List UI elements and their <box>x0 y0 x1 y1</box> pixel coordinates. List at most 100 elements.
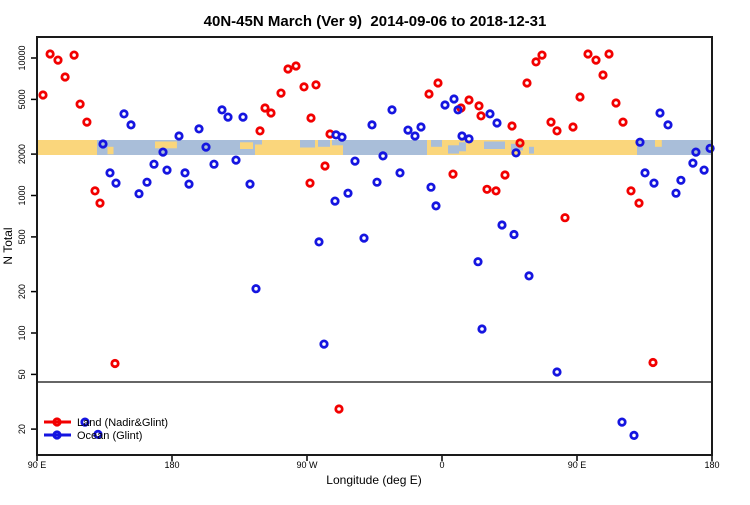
ocean-point <box>209 159 219 169</box>
ocean-point <box>640 168 650 178</box>
x-tick-label: 90 W <box>296 460 318 470</box>
land-point <box>260 103 270 113</box>
legend-land-label: Land (Nadir&Glint) <box>77 417 168 429</box>
ocean-point <box>134 189 144 199</box>
y-tick-label: 1000 <box>17 185 27 205</box>
land-point <box>69 50 79 60</box>
ocean-point <box>158 147 168 157</box>
ocean-point <box>492 118 502 128</box>
map-band-ocean-patch <box>332 140 343 146</box>
y-tick-label: 50 <box>17 369 27 379</box>
data-points <box>38 49 715 440</box>
land-point <box>45 49 55 59</box>
ocean-point <box>217 105 227 115</box>
map-band-land-segment <box>107 146 114 155</box>
ocean-point <box>655 108 665 118</box>
ocean-point <box>688 158 698 168</box>
x-tick-label: 0 <box>439 460 444 470</box>
land-point <box>90 186 100 196</box>
ocean-point <box>552 367 562 377</box>
land-point <box>433 78 443 88</box>
land-point <box>583 49 593 59</box>
ocean-point <box>464 134 474 144</box>
x-tick-label: 90 E <box>568 460 587 470</box>
x-tick-label: 180 <box>704 460 719 470</box>
map-band-ocean-patch <box>484 141 505 149</box>
ocean-point <box>367 120 377 130</box>
land-point <box>53 55 63 65</box>
land-point <box>491 186 501 196</box>
ocean-point <box>126 120 136 130</box>
ocean-point <box>98 139 108 149</box>
map-band-ocean-patch <box>448 145 459 154</box>
land-point <box>255 126 265 136</box>
ocean-point <box>174 131 184 141</box>
ocean-point <box>231 155 241 165</box>
land-point <box>568 122 578 132</box>
ocean-point <box>477 324 487 334</box>
axis-ticks: 90 E 180 90 W 0 90 E 180 10000 5000 2000 1000 500 2… <box>17 45 720 470</box>
ocean-point <box>671 188 681 198</box>
land-point <box>500 170 510 180</box>
y-tick-label: 5000 <box>17 89 27 109</box>
ocean-point <box>440 100 450 110</box>
ocean-point <box>431 201 441 211</box>
land-point <box>110 358 120 369</box>
ocean-point <box>319 339 329 349</box>
land-point <box>626 186 636 196</box>
y-tick-label: 500 <box>17 229 27 244</box>
ocean-point <box>453 105 463 115</box>
map-band-ocean-patch <box>511 143 523 151</box>
plot-frame <box>36 36 713 456</box>
ocean-point <box>403 125 413 135</box>
land-point <box>560 213 570 223</box>
land-point <box>75 99 85 109</box>
land-point <box>305 178 315 188</box>
land-point <box>60 72 70 82</box>
ocean-point <box>485 109 495 119</box>
ocean-point <box>457 131 467 141</box>
ocean-point <box>162 165 172 175</box>
ocean-point <box>251 284 261 294</box>
ocean-point <box>509 229 519 240</box>
ocean-point <box>426 182 436 192</box>
ocean-point <box>119 109 129 119</box>
ocean-point <box>663 120 673 130</box>
ocean-point <box>395 168 405 178</box>
land-point <box>283 64 293 74</box>
ocean-point <box>350 156 360 166</box>
land-point <box>482 184 492 194</box>
land-point <box>531 57 541 67</box>
land-point <box>291 61 301 71</box>
ocean-point <box>378 151 388 161</box>
land-point <box>424 89 434 99</box>
map-band-ocean-patch <box>529 146 534 154</box>
ocean-point <box>699 165 709 175</box>
y-axis-label: N Total <box>1 227 15 264</box>
ocean-point <box>372 177 382 187</box>
map-band-land-segment <box>240 142 253 149</box>
ocean-point <box>105 168 115 178</box>
map-band <box>37 140 712 155</box>
ocean-point <box>635 137 645 147</box>
land-point <box>552 126 562 136</box>
ocean-point <box>705 143 715 153</box>
land-point <box>82 117 92 127</box>
land-point <box>448 169 458 179</box>
land-point <box>611 98 621 108</box>
ocean-point <box>497 220 507 230</box>
ocean-point <box>524 271 534 281</box>
ocean-point <box>223 112 233 122</box>
ocean-point <box>201 142 211 152</box>
ocean-point <box>691 147 701 157</box>
legend-land-marker-icon <box>52 417 62 427</box>
ocean-point <box>194 124 204 134</box>
legend: Land (Nadir&Glint) Ocean (Glint) <box>44 417 168 442</box>
ocean-point <box>245 179 255 189</box>
ocean-point <box>80 417 90 427</box>
y-tick-label: 20 <box>17 424 27 434</box>
land-point <box>537 50 547 60</box>
map-band-land-segment <box>655 140 662 147</box>
y-tick-label: 200 <box>17 284 27 299</box>
